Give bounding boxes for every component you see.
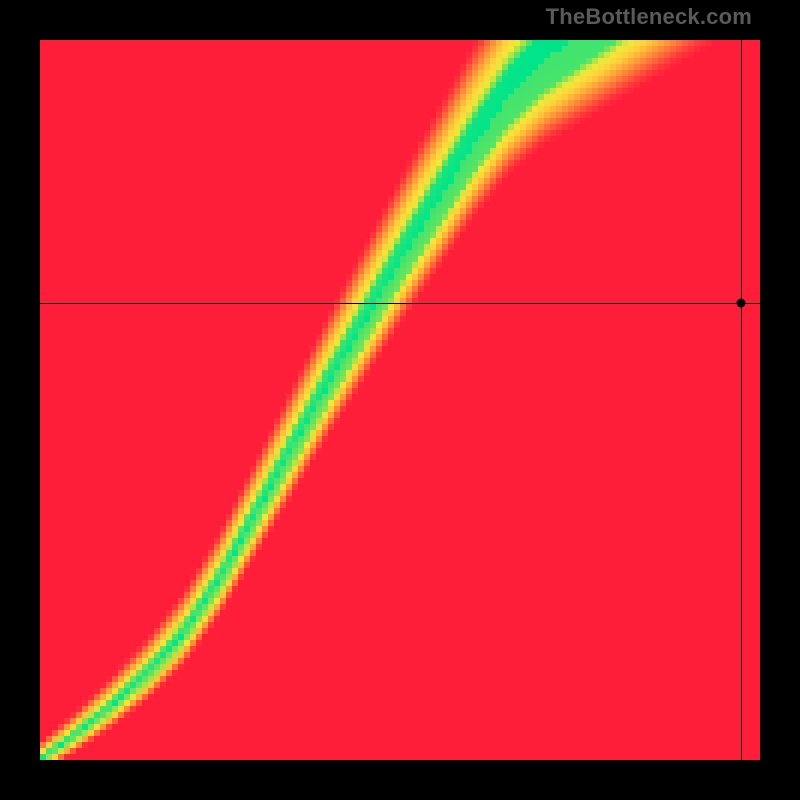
chart-container: TheBottleneck.com xyxy=(0,0,800,800)
crosshair-vertical xyxy=(741,40,742,760)
crosshair-horizontal xyxy=(40,303,760,304)
heatmap-canvas xyxy=(40,40,760,760)
attribution-text: TheBottleneck.com xyxy=(546,4,752,30)
crosshair-marker xyxy=(736,298,745,307)
plot-area xyxy=(40,40,760,760)
